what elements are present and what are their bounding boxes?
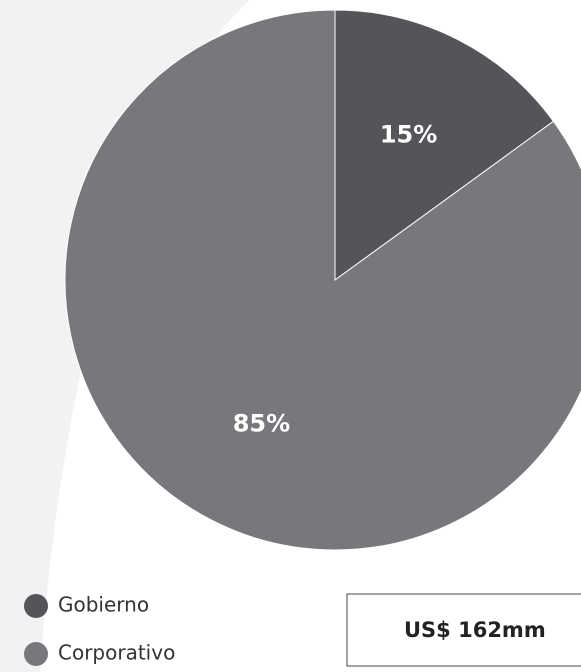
pie-slice <box>334 9 555 281</box>
total-label: US$ 162mm <box>404 618 546 642</box>
legend-marker <box>24 594 48 618</box>
slice-label: 85% <box>233 409 290 437</box>
total-box <box>346 593 581 667</box>
legend-marker <box>24 642 48 666</box>
pie-slice <box>64 9 581 551</box>
legend-label: Corporativo <box>58 641 175 665</box>
slice-label: 15% <box>380 121 437 149</box>
legend-label: Gobierno <box>58 593 149 617</box>
